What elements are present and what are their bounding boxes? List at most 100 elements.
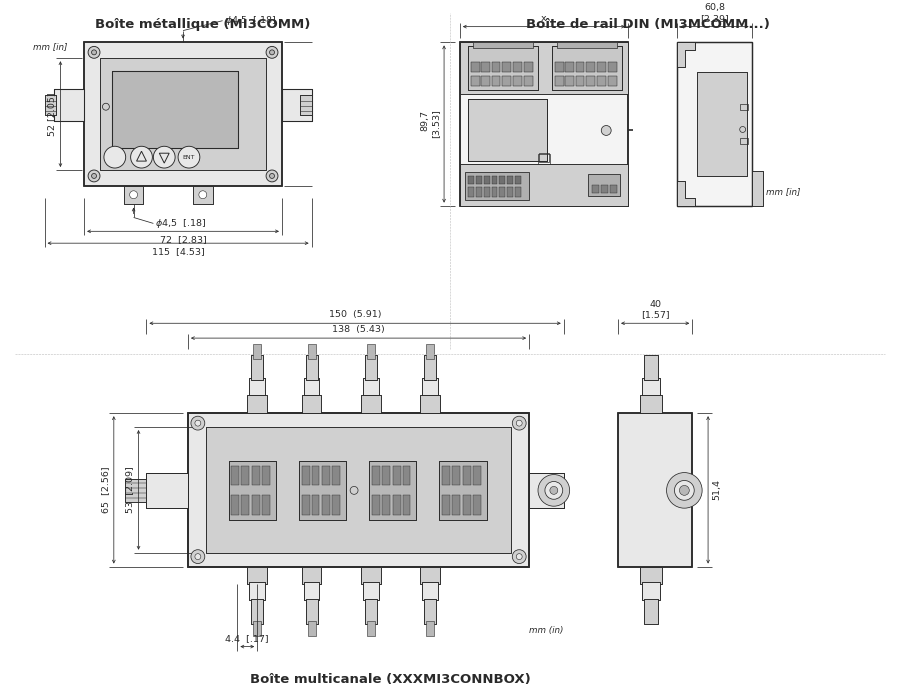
Bar — [644, 355, 658, 379]
Text: Boîte métallique (MI3COMM): Boîte métallique (MI3COMM) — [95, 18, 310, 31]
Bar — [306, 355, 318, 379]
Bar — [468, 187, 473, 197]
Bar — [491, 176, 498, 184]
Bar — [300, 95, 311, 115]
Bar — [262, 466, 270, 485]
Bar — [55, 89, 84, 120]
Bar — [311, 466, 320, 485]
Bar — [539, 153, 549, 162]
Bar — [460, 43, 628, 206]
Bar — [500, 187, 506, 197]
Circle shape — [88, 170, 100, 182]
Bar — [299, 461, 346, 520]
Bar — [564, 62, 573, 72]
Circle shape — [512, 550, 526, 564]
Bar — [302, 566, 321, 584]
Bar — [610, 185, 617, 193]
Bar — [252, 496, 260, 515]
Bar — [424, 355, 436, 379]
Circle shape — [544, 482, 562, 499]
Bar — [422, 582, 438, 600]
Bar — [365, 599, 377, 624]
Bar — [302, 395, 321, 413]
Bar — [392, 496, 400, 515]
Bar — [420, 395, 440, 413]
Bar — [251, 599, 263, 624]
Bar — [249, 378, 266, 395]
Bar — [564, 76, 573, 86]
Bar — [508, 176, 513, 184]
Bar — [642, 378, 660, 395]
Bar — [193, 186, 212, 204]
Bar — [303, 378, 320, 395]
Circle shape — [178, 146, 200, 168]
Bar — [123, 186, 143, 204]
Bar — [491, 62, 500, 72]
Bar — [248, 566, 267, 584]
Bar — [306, 599, 318, 624]
Bar — [382, 466, 390, 485]
Polygon shape — [678, 43, 695, 67]
Bar — [322, 496, 330, 515]
Bar — [468, 176, 473, 184]
Bar — [460, 43, 628, 94]
Bar — [363, 582, 379, 600]
Bar — [476, 187, 482, 197]
Bar — [460, 43, 628, 206]
Bar — [481, 62, 490, 72]
Bar — [302, 496, 310, 515]
Bar — [481, 76, 490, 86]
Bar — [464, 172, 529, 199]
Circle shape — [538, 475, 570, 506]
Bar — [302, 566, 321, 584]
Bar — [252, 466, 260, 485]
Bar — [460, 43, 628, 94]
Bar — [452, 496, 460, 515]
Bar — [248, 395, 267, 413]
Bar — [365, 599, 377, 624]
Bar — [640, 395, 662, 413]
Bar — [476, 176, 482, 184]
Bar — [468, 99, 547, 161]
Bar — [529, 473, 563, 508]
Bar — [472, 496, 481, 515]
Bar — [110, 153, 120, 161]
Circle shape — [269, 174, 274, 178]
Bar — [188, 413, 529, 566]
Bar — [251, 599, 263, 624]
Bar — [598, 76, 607, 86]
Bar — [618, 413, 692, 566]
Bar — [123, 186, 143, 204]
Bar — [524, 62, 533, 72]
Bar — [483, 187, 490, 197]
Circle shape — [266, 46, 278, 58]
Bar — [513, 76, 522, 86]
Bar — [678, 43, 752, 206]
Bar — [439, 461, 487, 520]
Bar — [678, 43, 752, 206]
Bar — [282, 89, 311, 120]
Bar — [311, 496, 320, 515]
Bar — [369, 461, 417, 520]
Bar — [752, 171, 763, 206]
Bar — [587, 76, 596, 86]
Bar — [483, 176, 490, 184]
Bar — [306, 355, 318, 379]
Circle shape — [92, 174, 96, 178]
Bar — [365, 355, 377, 379]
Bar — [557, 43, 617, 48]
Bar — [460, 164, 628, 206]
Bar — [45, 95, 57, 115]
Bar — [299, 461, 346, 520]
Bar — [491, 76, 500, 86]
Bar — [422, 378, 438, 395]
Bar — [576, 62, 584, 72]
Bar — [422, 378, 438, 395]
Bar — [424, 599, 436, 624]
Bar — [84, 43, 282, 186]
Bar — [332, 496, 340, 515]
Circle shape — [195, 420, 201, 426]
Circle shape — [191, 416, 205, 430]
Bar — [125, 479, 147, 502]
Bar — [608, 76, 617, 86]
